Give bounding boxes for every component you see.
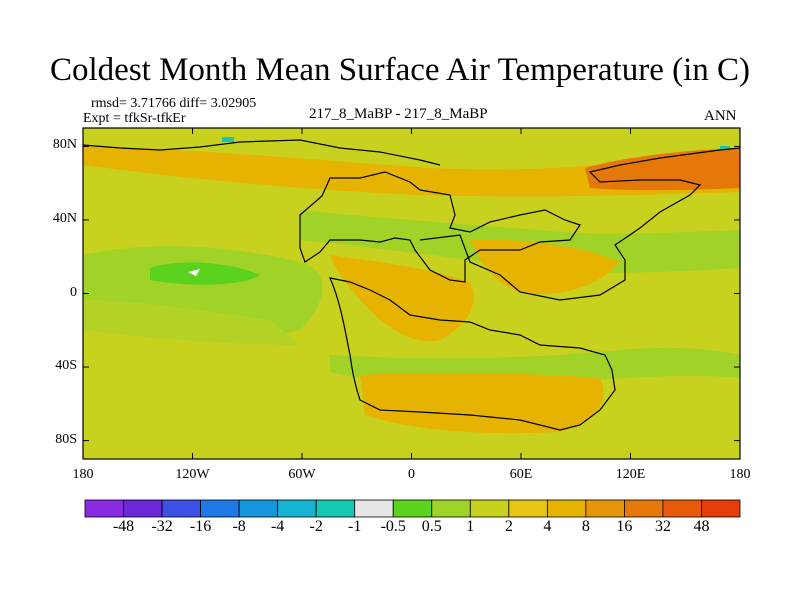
colorbar-tick-label: 16 <box>616 518 633 535</box>
warm-land-east <box>470 239 620 295</box>
colorbar-swatch <box>546 499 587 518</box>
y-tick-label: 80S <box>55 431 77 447</box>
colorbar-swatch <box>392 499 433 518</box>
colorbar-tick-label: -8 <box>232 518 246 535</box>
colorbar-tick-label: -0.5 <box>380 518 406 535</box>
colorbar-swatch <box>161 499 201 518</box>
x-tick-label: 0 <box>408 467 415 482</box>
colorbar-swatch <box>238 499 279 518</box>
colorbar-tick-label: -16 <box>189 518 212 535</box>
x-tick-label: 120E <box>615 467 646 482</box>
colorbar-swatch <box>354 499 394 518</box>
colorbar-swatch <box>624 499 664 518</box>
warm-land-south <box>360 373 604 434</box>
colorbar-tick-label: 2 <box>504 518 513 535</box>
y-tick-label: 0 <box>70 284 77 300</box>
coastline <box>299 147 740 301</box>
cold-spot-north-1 <box>222 137 234 142</box>
colorbar-tick-label: -32 <box>151 518 173 535</box>
white-spot-pacific <box>188 269 200 276</box>
experiment-label: Expt = tfkSr-tfkEr <box>83 111 186 126</box>
strong-warm-siberia <box>585 148 740 191</box>
stats-label: rmsd= 3.71766 diff= 3.02905 <box>91 96 257 111</box>
colorbar-tick-label: 48 <box>693 518 710 535</box>
colorbar-swatch <box>84 499 124 518</box>
colorbar-swatch <box>585 499 625 518</box>
colorbar-swatch <box>701 499 741 518</box>
colorbar-swatch <box>277 499 317 518</box>
colorbar-swatch <box>431 499 471 518</box>
x-tick-label: 120W <box>175 467 210 482</box>
season-label: ANN <box>704 108 737 124</box>
y-tick-label: 80N <box>52 137 77 153</box>
temperature-field <box>83 128 740 459</box>
x-tick-label: 60E <box>509 467 533 482</box>
colorbar-swatch <box>123 499 163 518</box>
colorbar-swatch <box>508 499 548 518</box>
colorbar-tick-label: 1 <box>466 518 475 535</box>
map-ticks <box>82 128 741 459</box>
colorbar-tick-label: -4 <box>270 518 285 535</box>
x-tick-label: 60W <box>288 467 316 482</box>
colorbar-tick-label: 0.5 <box>421 518 442 535</box>
colorbar-tick-label: 8 <box>581 518 590 535</box>
colorbar-tick-label: 32 <box>654 518 671 535</box>
y-tick-label: 40S <box>55 358 77 374</box>
y-tick-label: 40N <box>52 210 77 226</box>
coastline-south <box>328 277 616 431</box>
colorbar-tick-label: 4 <box>543 518 552 535</box>
colorbar <box>84 499 741 518</box>
green-band-tropic-mid <box>83 300 300 345</box>
x-tick-label: 180 <box>729 467 751 482</box>
x-tick-label: 180 <box>72 467 94 482</box>
colorbar-swatch <box>469 499 510 518</box>
coastline-arctic <box>83 139 441 166</box>
colorbar-tick-label: -2 <box>309 518 323 535</box>
colorbar-swatch <box>315 499 356 518</box>
colorbar-swatch <box>200 499 240 518</box>
green-patch-pacific-bright <box>150 262 260 285</box>
colorbar-tick-label: -1 <box>348 518 362 535</box>
colorbar-tick-label: -48 <box>112 518 135 535</box>
case-label: 217_8_MaBP - 217_8_MaBP <box>309 106 488 122</box>
colorbar-swatch <box>662 499 702 518</box>
warm-north-band <box>83 145 740 197</box>
plot-title: Coldest Month Mean Surface Air Temperatu… <box>50 52 750 88</box>
